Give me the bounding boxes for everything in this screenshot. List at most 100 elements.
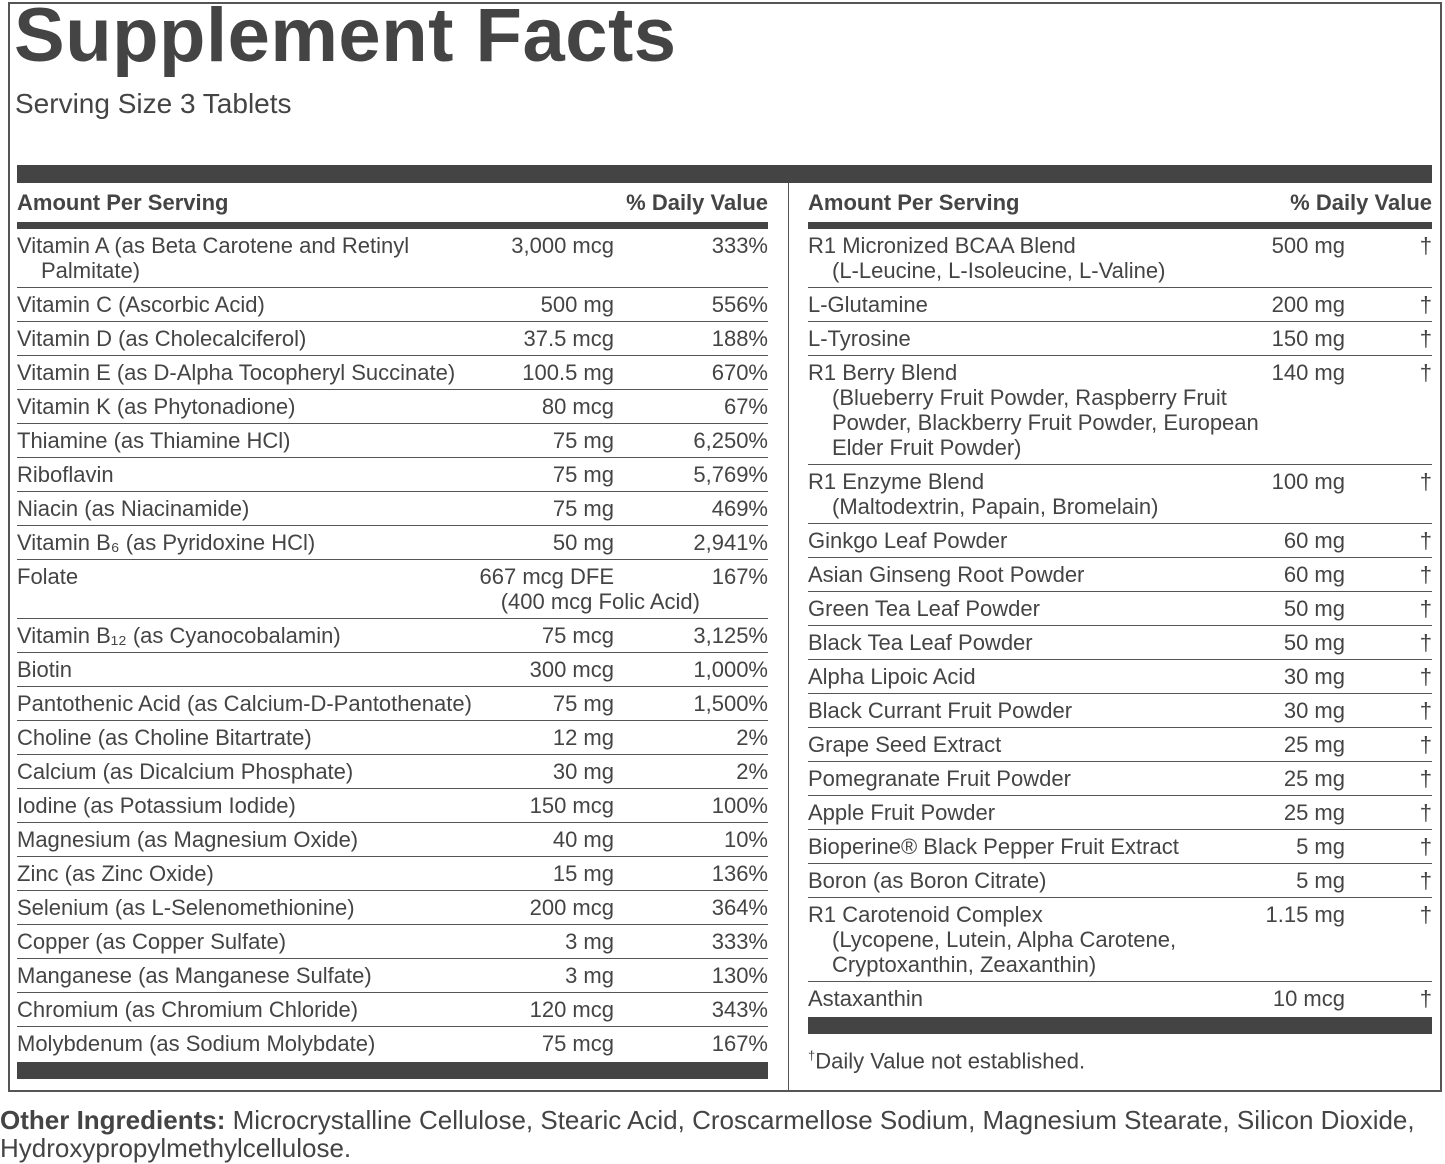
- nutrient-name: Green Tea Leaf Powder: [808, 596, 1040, 621]
- nutrient-name: Pomegranate Fruit Powder: [808, 766, 1071, 791]
- nutrient-amount: 150 mg: [1271, 326, 1345, 351]
- nutrient-amount: 60 mg: [1283, 528, 1345, 553]
- nutrient-amount: 25 mg: [1283, 800, 1345, 825]
- nutrient-amount: 667 mcg DFE: [479, 564, 615, 589]
- nutrient-row: Vitamin D (as Cholecalciferol) 37.5 mcg 18…: [17, 322, 768, 356]
- amount-per-serving-heading: Amount Per Serving: [808, 189, 1020, 215]
- nutrient-amount: 30 mg: [1283, 698, 1345, 723]
- nutrient-row: R1 Micronized BCAA Blend (L-Leucine, L-Is…: [808, 229, 1432, 288]
- nutrient-amount: 30 mg: [1283, 664, 1345, 689]
- nutrient-amount: 100.5 mg: [522, 360, 614, 385]
- nutrient-amount: 5 mg: [1296, 868, 1345, 893]
- daily-value: †: [1419, 766, 1432, 791]
- nutrient-row: Magnesium (as Magnesium Oxide) 40 mg 10%: [17, 823, 768, 857]
- nutrient-amount: 25 mg: [1283, 766, 1345, 791]
- other-ingredients-label: Other Ingredients:: [0, 1105, 226, 1135]
- daily-value: †: [1419, 326, 1432, 351]
- nutrient-row: Riboflavin 75 mg 5,769%: [17, 458, 768, 492]
- nutrient-name: Vitamin A (as Beta Carotene and Retinyl: [17, 233, 410, 258]
- nutrient-name: Choline (as Choline Bitartrate): [17, 725, 312, 750]
- nutrient-amount: 10 mcg: [1272, 986, 1345, 1011]
- right-column: Amount Per Serving % Daily Value R1 Micr…: [808, 183, 1432, 1074]
- nutrient-name: R1 Enzyme Blend: [808, 469, 985, 494]
- nutrient-row: Thiamine (as Thiamine HCl) 75 mg 6,250%: [17, 424, 768, 458]
- nutrient-row: Ginkgo Leaf Powder 60 mg †: [808, 524, 1432, 558]
- serving-size: Serving Size 3 Tablets: [15, 88, 292, 119]
- daily-value: †: [1419, 469, 1432, 494]
- daily-value: 188%: [711, 326, 768, 351]
- nutrient-name: Black Tea Leaf Powder: [808, 630, 1033, 655]
- nutrient-amount: 75 mg: [552, 462, 614, 487]
- nutrient-amount: 75 mg: [552, 496, 614, 521]
- nutrient-name: Magnesium (as Magnesium Oxide): [17, 827, 359, 852]
- daily-value: 333%: [711, 929, 768, 954]
- nutrient-amount: 50 mg: [1283, 596, 1345, 621]
- nutrient-name: R1 Carotenoid Complex: [808, 902, 1043, 927]
- nutrient-row: Copper (as Copper Sulfate) 3 mg 333%: [17, 925, 768, 959]
- nutrient-amount: 200 mg: [1271, 292, 1345, 317]
- nutrient-name: Grape Seed Extract: [808, 732, 1002, 757]
- daily-value: †: [1419, 868, 1432, 893]
- nutrient-name: Zinc (as Zinc Oxide): [17, 861, 214, 886]
- nutrient-amount: 75 mcg: [541, 1031, 614, 1056]
- daily-value: 167%: [711, 564, 768, 589]
- nutrient-amount: 30 mg: [552, 759, 614, 784]
- nutrient-name: R1 Micronized BCAA Blend: [808, 233, 1076, 258]
- nutrient-name: Vitamin D (as Cholecalciferol): [17, 326, 307, 351]
- nutrient-name: Vitamin E (as D-Alpha Tocopheryl Succina…: [17, 360, 456, 385]
- daily-value: 10%: [723, 827, 768, 852]
- nutrient-amount: 25 mg: [1283, 732, 1345, 757]
- nutrient-name: Folate: [17, 564, 79, 589]
- nutrient-name: Boron (as Boron Citrate): [808, 868, 1047, 893]
- nutrient-name: Astaxanthin: [808, 986, 923, 1011]
- nutrient-amount: 140 mg: [1271, 360, 1345, 385]
- nutrient-amount: 150 mcg: [529, 793, 614, 818]
- daily-value: 100%: [711, 793, 768, 818]
- nutrient-name: L-Glutamine: [808, 292, 928, 317]
- nutrient-row: L-Glutamine 200 mg †: [808, 288, 1432, 322]
- right-header: Amount Per Serving % Daily Value: [808, 183, 1432, 229]
- nutrient-name: Riboflavin: [17, 462, 114, 487]
- left-column: Amount Per Serving % Daily Value Vitamin…: [17, 183, 768, 1079]
- nutrient-name: Biotin: [17, 657, 73, 682]
- nutrient-amount: 500 mg: [540, 292, 614, 317]
- nutrient-row: Apple Fruit Powder 25 mg †: [808, 796, 1432, 830]
- nutrient-row: Bioperine® Black Pepper Fruit Extract 5 m…: [808, 830, 1432, 864]
- nutrient-name: Vitamin K (as Phytonadione): [17, 394, 296, 419]
- daily-value: 1,500%: [693, 691, 768, 716]
- nutrient-row: Green Tea Leaf Powder 50 mg †: [808, 592, 1432, 626]
- nutrient-amount: 75 mcg: [541, 623, 614, 648]
- daily-value: 2%: [736, 725, 768, 750]
- nutrient-detail: (L-Leucine, L-Isoleucine, L-Valine): [832, 258, 1166, 283]
- nutrient-amount: 120 mcg: [529, 997, 614, 1022]
- nutrient-name: Molybdenum (as Sodium Molybdate): [17, 1031, 376, 1056]
- daily-value-heading: % Daily Value: [626, 189, 768, 215]
- nutrient-name: Asian Ginseng Root Powder: [808, 562, 1085, 587]
- nutrient-amount: 15 mg: [552, 861, 614, 886]
- nutrient-amount: 3,000 mcg: [511, 233, 614, 258]
- footnote-text: Daily Value not established.: [815, 1048, 1086, 1074]
- nutrient-row: Molybdenum (as Sodium Molybdate) 75 mcg 16…: [17, 1027, 768, 1060]
- nutrient-detail: (Blueberry Fruit Powder, Raspberry Fruit…: [832, 385, 1259, 460]
- nutrient-detail: Palmitate): [41, 258, 141, 283]
- daily-value: †: [1419, 292, 1432, 317]
- nutrient-name: Iodine (as Potassium Iodide): [17, 793, 296, 818]
- nutrient-name: Thiamine (as Thiamine HCl): [17, 428, 291, 453]
- daily-value: †: [1419, 233, 1432, 258]
- left-rows: Vitamin A (as Beta Carotene and Retinyl P…: [17, 229, 768, 1060]
- daily-value: †: [1419, 732, 1432, 757]
- nutrient-amount: 3 mg: [565, 929, 614, 954]
- nutrient-row: Chromium (as Chromium Chloride) 120 mcg 34…: [17, 993, 768, 1027]
- daily-value: 333%: [711, 233, 768, 258]
- daily-value: 1,000%: [693, 657, 768, 682]
- nutrient-row: Zinc (as Zinc Oxide) 15 mg 136%: [17, 857, 768, 891]
- supplement-facts-panel: [8, 2, 1442, 1092]
- nutrient-row: Astaxanthin 10 mcg †: [808, 982, 1432, 1015]
- nutrient-row: Vitamin A (as Beta Carotene and Retinyl P…: [17, 229, 768, 288]
- nutrient-name: Niacin (as Niacinamide): [17, 496, 250, 521]
- daily-value: 6,250%: [693, 428, 768, 453]
- daily-value: 364%: [711, 895, 768, 920]
- daily-value: †: [1419, 698, 1432, 723]
- nutrient-name: Black Currant Fruit Powder: [808, 698, 1073, 723]
- nutrient-row: Vitamin E (as D-Alpha Tocopheryl Succina…: [17, 356, 768, 390]
